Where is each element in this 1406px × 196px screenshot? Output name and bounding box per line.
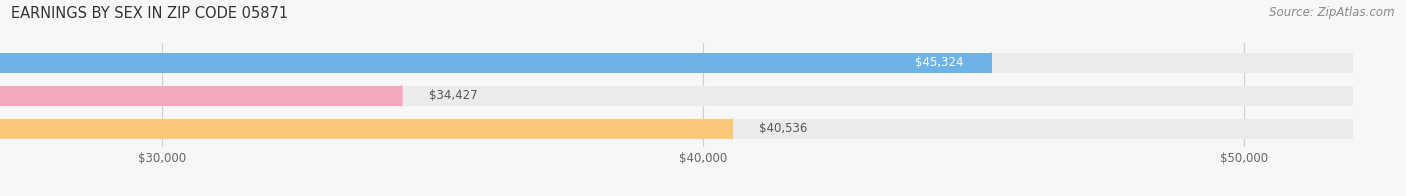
- FancyBboxPatch shape: [0, 119, 1353, 139]
- Text: $40,536: $40,536: [759, 122, 807, 135]
- Text: $34,427: $34,427: [429, 89, 477, 102]
- FancyBboxPatch shape: [0, 119, 733, 139]
- Text: EARNINGS BY SEX IN ZIP CODE 05871: EARNINGS BY SEX IN ZIP CODE 05871: [11, 6, 288, 21]
- FancyBboxPatch shape: [0, 53, 1353, 73]
- FancyBboxPatch shape: [0, 86, 1353, 106]
- FancyBboxPatch shape: [0, 53, 991, 73]
- Text: Source: ZipAtlas.com: Source: ZipAtlas.com: [1270, 6, 1395, 19]
- FancyBboxPatch shape: [0, 86, 402, 106]
- Text: $45,324: $45,324: [915, 56, 965, 69]
